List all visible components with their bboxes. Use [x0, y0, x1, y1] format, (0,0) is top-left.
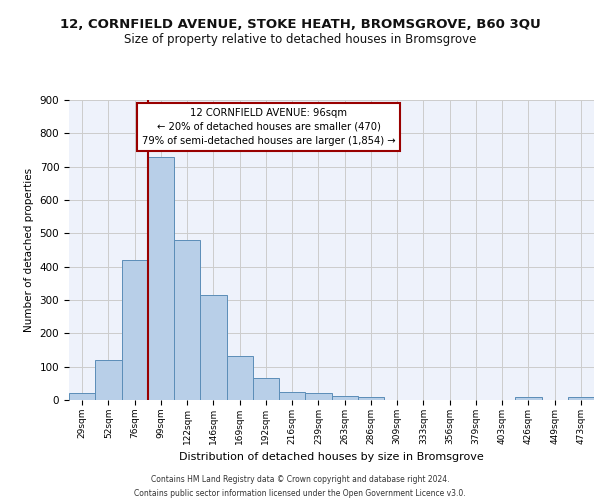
Bar [69, 394, 95, 400]
Bar [358, 398, 384, 400]
Bar [331, 396, 358, 400]
Bar [148, 156, 174, 400]
Bar [174, 240, 200, 400]
Bar [121, 260, 148, 400]
Text: Size of property relative to detached houses in Bromsgrove: Size of property relative to detached ho… [124, 32, 476, 46]
Bar [305, 392, 331, 400]
Text: 12, CORNFIELD AVENUE, STOKE HEATH, BROMSGROVE, B60 3QU: 12, CORNFIELD AVENUE, STOKE HEATH, BROMS… [59, 18, 541, 30]
Bar [568, 396, 594, 400]
Text: Contains HM Land Registry data © Crown copyright and database right 2024.
Contai: Contains HM Land Registry data © Crown c… [134, 476, 466, 498]
X-axis label: Distribution of detached houses by size in Bromsgrove: Distribution of detached houses by size … [179, 452, 484, 462]
Bar [279, 392, 305, 400]
Bar [253, 378, 279, 400]
Text: 12 CORNFIELD AVENUE: 96sqm
← 20% of detached houses are smaller (470)
79% of sem: 12 CORNFIELD AVENUE: 96sqm ← 20% of deta… [142, 108, 395, 146]
Bar [227, 356, 253, 400]
Bar [95, 360, 121, 400]
Bar [200, 295, 227, 400]
Y-axis label: Number of detached properties: Number of detached properties [24, 168, 34, 332]
Bar [515, 396, 542, 400]
